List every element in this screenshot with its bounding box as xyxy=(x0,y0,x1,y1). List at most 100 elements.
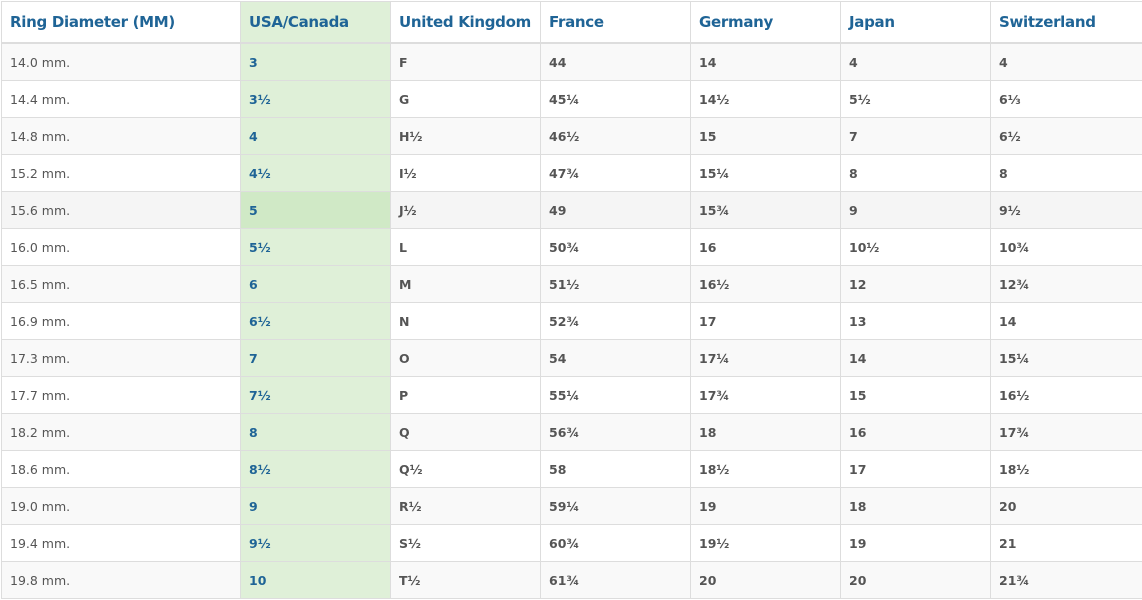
cell-switzerland: 21 xyxy=(991,525,1142,562)
cell-france: 44 xyxy=(541,43,691,81)
cell-uk: H½ xyxy=(391,118,541,155)
cell-france: 60¾ xyxy=(541,525,691,562)
cell-japan: 14 xyxy=(841,340,991,377)
cell-uk: M xyxy=(391,266,541,303)
cell-usa-canada: 10 xyxy=(241,562,391,599)
cell-germany: 16 xyxy=(691,229,841,266)
cell-switzerland: 20 xyxy=(991,488,1142,525)
cell-uk: P xyxy=(391,377,541,414)
cell-diameter: 19.8 mm. xyxy=(2,562,241,599)
cell-germany: 15¾ xyxy=(691,192,841,229)
cell-japan: 12 xyxy=(841,266,991,303)
cell-diameter: 19.4 mm. xyxy=(2,525,241,562)
cell-uk: S½ xyxy=(391,525,541,562)
cell-france: 61¾ xyxy=(541,562,691,599)
cell-japan: 13 xyxy=(841,303,991,340)
cell-switzerland: 16½ xyxy=(991,377,1142,414)
cell-switzerland: 9½ xyxy=(991,192,1142,229)
cell-uk: G xyxy=(391,81,541,118)
cell-japan: 8 xyxy=(841,155,991,192)
cell-france: 56¾ xyxy=(541,414,691,451)
column-header-uk: United Kingdom xyxy=(391,2,541,44)
cell-germany: 18½ xyxy=(691,451,841,488)
cell-germany: 14½ xyxy=(691,81,841,118)
cell-germany: 15 xyxy=(691,118,841,155)
cell-usa-canada: 9½ xyxy=(241,525,391,562)
cell-diameter: 16.0 mm. xyxy=(2,229,241,266)
cell-germany: 19½ xyxy=(691,525,841,562)
cell-france: 50¾ xyxy=(541,229,691,266)
cell-japan: 20 xyxy=(841,562,991,599)
cell-france: 51½ xyxy=(541,266,691,303)
cell-diameter: 18.6 mm. xyxy=(2,451,241,488)
cell-germany: 14 xyxy=(691,43,841,81)
cell-uk: R½ xyxy=(391,488,541,525)
cell-uk: O xyxy=(391,340,541,377)
cell-switzerland: 15¼ xyxy=(991,340,1142,377)
cell-usa-canada: 4½ xyxy=(241,155,391,192)
cell-switzerland: 6½ xyxy=(991,118,1142,155)
cell-diameter: 19.0 mm. xyxy=(2,488,241,525)
cell-france: 45¼ xyxy=(541,81,691,118)
cell-japan: 10½ xyxy=(841,229,991,266)
cell-france: 55¼ xyxy=(541,377,691,414)
cell-germany: 19 xyxy=(691,488,841,525)
cell-diameter: 15.6 mm. xyxy=(2,192,241,229)
cell-germany: 18 xyxy=(691,414,841,451)
cell-diameter: 14.4 mm. xyxy=(2,81,241,118)
cell-diameter: 14.8 mm. xyxy=(2,118,241,155)
column-header-switzerland: Switzerland xyxy=(991,2,1142,44)
cell-diameter: 16.9 mm. xyxy=(2,303,241,340)
cell-germany: 17¾ xyxy=(691,377,841,414)
cell-japan: 18 xyxy=(841,488,991,525)
cell-switzerland: 8 xyxy=(991,155,1142,192)
cell-uk: Q xyxy=(391,414,541,451)
cell-usa-canada: 7½ xyxy=(241,377,391,414)
cell-germany: 17 xyxy=(691,303,841,340)
cell-diameter: 15.2 mm. xyxy=(2,155,241,192)
cell-diameter: 17.3 mm. xyxy=(2,340,241,377)
cell-usa-canada: 3 xyxy=(241,43,391,81)
cell-switzerland: 10¾ xyxy=(991,229,1142,266)
cell-usa-canada: 3½ xyxy=(241,81,391,118)
cell-japan: 17 xyxy=(841,451,991,488)
cell-switzerland: 14 xyxy=(991,303,1142,340)
cell-japan: 4 xyxy=(841,43,991,81)
cell-switzerland: 12¾ xyxy=(991,266,1142,303)
cell-france: 54 xyxy=(541,340,691,377)
cell-uk: I½ xyxy=(391,155,541,192)
cell-uk: F xyxy=(391,43,541,81)
column-header-usa-canada: USA/Canada xyxy=(241,2,391,44)
cell-germany: 20 xyxy=(691,562,841,599)
cell-france: 59¼ xyxy=(541,488,691,525)
cell-diameter: 18.2 mm. xyxy=(2,414,241,451)
cell-uk: J½ xyxy=(391,192,541,229)
cell-germany: 15¼ xyxy=(691,155,841,192)
cell-usa-canada: 7 xyxy=(241,340,391,377)
cell-japan: 5½ xyxy=(841,81,991,118)
cell-france: 58 xyxy=(541,451,691,488)
cell-usa-canada: 6 xyxy=(241,266,391,303)
cell-france: 47¾ xyxy=(541,155,691,192)
cell-uk: Q½ xyxy=(391,451,541,488)
column-header-diameter: Ring Diameter (MM) xyxy=(2,2,241,44)
cell-uk: N xyxy=(391,303,541,340)
cell-france: 46½ xyxy=(541,118,691,155)
cell-usa-canada: 9 xyxy=(241,488,391,525)
cell-japan: 7 xyxy=(841,118,991,155)
cell-switzerland: 21¾ xyxy=(991,562,1142,599)
cell-usa-canada: 6½ xyxy=(241,303,391,340)
cell-germany: 16½ xyxy=(691,266,841,303)
